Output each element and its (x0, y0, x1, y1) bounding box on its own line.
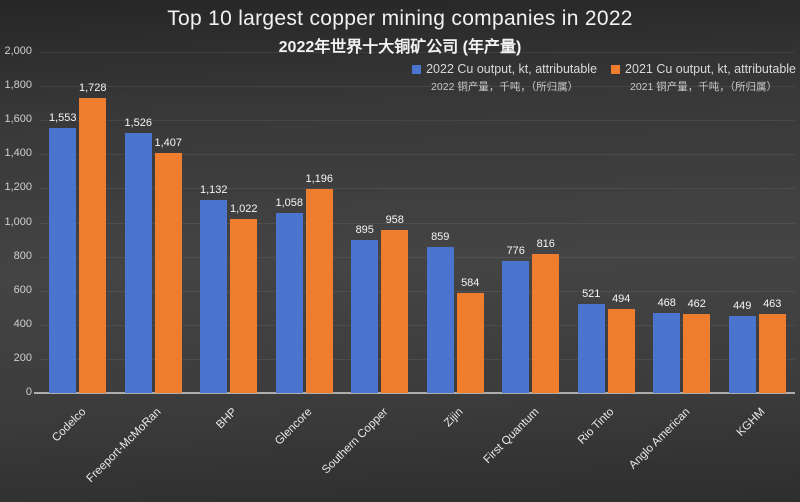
bar-value-label: 1,553 (48, 112, 77, 125)
bar-value-label: 449 (733, 300, 752, 313)
bar-2021 (683, 314, 711, 393)
x-axis-line (34, 392, 795, 394)
category-label: KGHM (734, 406, 768, 439)
gridline (40, 188, 795, 190)
y-tick-label: 1,800 (4, 79, 32, 92)
bar-2022 (426, 246, 454, 393)
bar-2021 (79, 98, 107, 393)
legend-label-2022: 2022 Cu output, kt, attributable (426, 62, 598, 76)
bar-value-label: 958 (385, 213, 404, 226)
y-tick-label: 1,000 (4, 215, 32, 228)
bar-value-label: 1,526 (124, 116, 153, 129)
bar-value-label: 1,132 (199, 183, 228, 196)
legend-item-2022: 2022 Cu output, kt, attributable 2022 铜产… (412, 62, 597, 94)
category-label: Freeport-McMoRan (84, 406, 164, 485)
bar-2022 (49, 128, 77, 393)
y-tick-label: 1,200 (4, 181, 32, 194)
chart-legend: 2022 Cu output, kt, attributable 2022 铜产… (412, 62, 796, 94)
bar-2022 (275, 212, 303, 393)
category-label: Rio Tinto (576, 406, 617, 447)
bar-2021 (230, 218, 258, 393)
y-tick-label: 1,400 (4, 147, 32, 160)
bar-value-label: 462 (687, 298, 706, 311)
bar-2022 (502, 260, 530, 393)
bar-2021 (758, 314, 786, 393)
y-tick-label: 800 (13, 249, 32, 262)
gridline (40, 358, 795, 360)
category-label: Glencore (273, 406, 315, 448)
bar-2021 (456, 293, 484, 393)
category-label: Southern Copper (319, 406, 391, 477)
gridline (40, 256, 795, 258)
y-tick-label: 400 (13, 317, 32, 330)
gridline (40, 86, 795, 88)
bar-2022 (577, 304, 605, 393)
chart-subtitle: 2022年世界十大铜矿公司 (年产量) (278, 39, 522, 56)
chart-title: Top 10 largest copper mining companies i… (167, 7, 633, 30)
bar-2021 (154, 153, 182, 393)
legend-swatch-2021-icon (611, 64, 621, 74)
y-tick-label: 0 (25, 386, 32, 398)
gridline (40, 222, 795, 224)
category-label: BHP (214, 406, 240, 432)
category-label: Zijin (442, 406, 466, 430)
bar-value-label: 859 (431, 230, 450, 243)
y-tick-label: 600 (13, 283, 32, 296)
gridline (40, 324, 795, 326)
category-label: Anglo American (626, 406, 693, 472)
bar-2022 (728, 316, 756, 393)
bar-2022 (653, 313, 681, 393)
bar-value-label: 521 (582, 288, 601, 301)
bar-value-label: 1,058 (275, 196, 304, 209)
legend-sublabel-2022: 2022 铜产量，千吨，（所归属） (431, 81, 579, 93)
gridline (40, 290, 795, 292)
bar-value-label: 584 (461, 277, 480, 290)
y-tick-label: 1,600 (4, 113, 32, 126)
bar-value-label: 494 (612, 292, 631, 305)
gridline (40, 120, 795, 122)
y-tick-label: 200 (13, 351, 32, 364)
bar-value-label: 468 (657, 297, 676, 310)
bar-2021 (607, 308, 635, 393)
category-label: First Quantum (481, 406, 542, 467)
legend-item-2021: 2021 Cu output, kt, attributable 2021 铜产… (611, 62, 796, 94)
bar-2021 (381, 229, 409, 393)
bar-value-label: 895 (355, 224, 374, 237)
bar-value-label: 1,196 (305, 173, 334, 186)
legend-swatch-2022-icon (412, 64, 422, 74)
bar-2022 (200, 199, 228, 393)
gridline (40, 52, 795, 53)
bar-2021 (532, 253, 560, 393)
bar-value-label: 1,407 (154, 137, 183, 150)
bar-2021 (305, 189, 333, 393)
bar-value-label: 463 (763, 298, 782, 311)
bar-value-label: 1,728 (78, 82, 107, 95)
bar-value-label: 1,022 (229, 202, 258, 215)
gridline (40, 154, 795, 156)
bar-2022 (351, 240, 379, 393)
y-tick-label: 2,000 (4, 45, 32, 57)
legend-label-2021: 2021 Cu output, kt, attributable (625, 62, 796, 76)
legend-sublabel-2021: 2021 铜产量，千吨，（所归属） (630, 81, 778, 93)
bar-2022 (124, 132, 152, 393)
bar-value-label: 816 (536, 237, 555, 250)
bar-value-label: 776 (506, 244, 525, 257)
